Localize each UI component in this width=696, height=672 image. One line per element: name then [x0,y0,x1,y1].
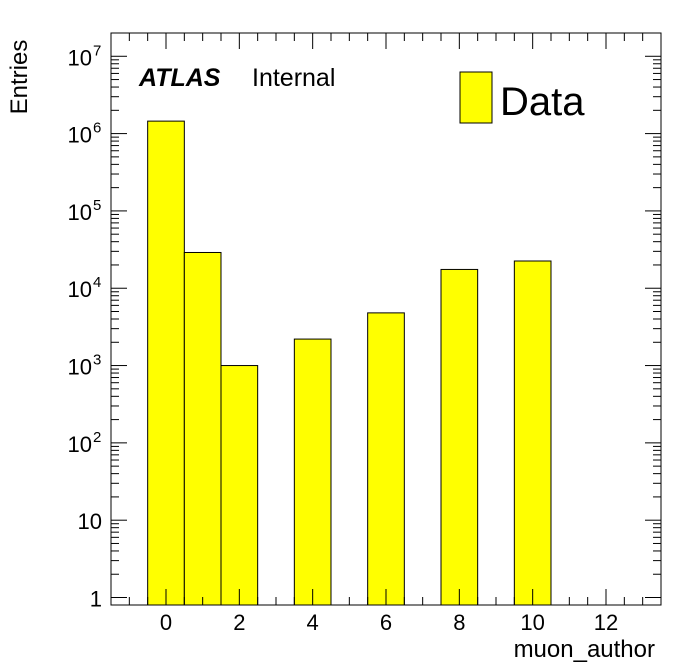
atlas-label: ATLAS [138,64,221,92]
atlas-status-label: Internal [252,64,335,92]
y-tick-exponent: 4 [93,274,101,291]
bar-4 [293,338,332,606]
x-tick-label: 12 [594,610,618,635]
histogram-bars [147,120,552,606]
x-tick-label: 4 [307,610,319,635]
y-tick-exponent: 5 [93,197,101,214]
y-tick-label: 10 [68,355,92,380]
y-tick-label: 10 [68,277,92,302]
x-axis-title: muon_author [514,636,655,663]
x-tick-label: 6 [380,610,392,635]
bar-1 [183,251,222,606]
legend-label: Data [500,80,585,124]
x-tick-label: 8 [453,610,465,635]
y-tick-exponent: 3 [93,352,101,369]
y-tick-label: 10 [78,509,102,534]
bar-6 [367,312,405,606]
y-tick-label: 10 [68,123,92,148]
bar-0 [147,120,185,606]
y-tick-exponent: 2 [93,429,101,446]
bar-2 [220,365,259,606]
bar-10 [513,260,552,606]
y-tick-label: 10 [68,200,92,225]
y-tick-exponent: 6 [93,120,101,137]
y-tick-label: 10 [68,45,92,70]
y-tick-label: 1 [90,587,102,612]
y-tick-label: 10 [68,432,92,457]
axis-ticks [111,32,661,605]
x-tick-label: 10 [520,610,544,635]
legend-swatch [459,71,493,124]
y-axis-title: Entries [6,40,33,115]
bar-8 [440,268,479,606]
x-tick-label: 2 [233,610,245,635]
y-tick-exponent: 7 [93,42,101,59]
x-tick-label: 0 [160,610,172,635]
